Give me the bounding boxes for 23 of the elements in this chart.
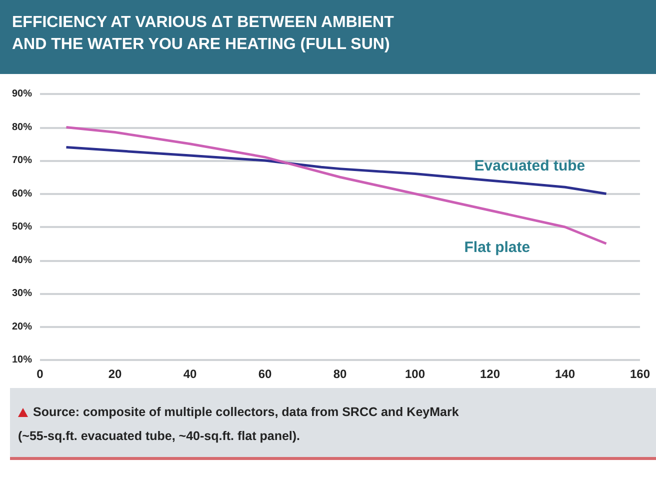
series-label: Evacuated tube — [474, 157, 586, 174]
source-note: Source: composite of multiple collectors, data from SRCC and KeyMark (~55-sq.ft. evacuated tube, ~40-sq.ft. flat panel). — [18, 404, 460, 445]
y-tick-label: 80% — [12, 122, 32, 133]
x-tick-label: 100 — [404, 367, 426, 381]
x-tick-label: 20 — [108, 367, 122, 381]
y-tick-label: 40% — [12, 254, 32, 266]
y-tick-label: 30% — [12, 288, 32, 299]
y-tick-label: 10% — [12, 354, 32, 366]
line-series — [65, 146, 608, 195]
chart-title: EFFICIENCY AT VARIOUS ΔT BETWEEN AMBIENT AND THE WATER YOU ARE HEATING (FULL SUN) — [0, 0, 656, 74]
y-tick-label: 50% — [12, 222, 32, 232]
x-tick-label: 80 — [333, 367, 347, 381]
x-tick-label: 120 — [480, 367, 500, 381]
y-tick-label: 90% — [12, 88, 32, 100]
x-tick-label: 160 — [630, 367, 650, 381]
y-tick-label: 60% — [12, 188, 32, 200]
y-tick-label: 20% — [12, 321, 32, 332]
series-label: Flat plate — [464, 239, 530, 256]
x-tick-label: 0 — [36, 367, 44, 381]
y-tick-label: 70% — [12, 155, 32, 166]
x-tick-label: 40 — [183, 367, 197, 381]
x-tick-label: 140 — [554, 367, 576, 381]
x-tick-label: 60 — [258, 367, 272, 381]
